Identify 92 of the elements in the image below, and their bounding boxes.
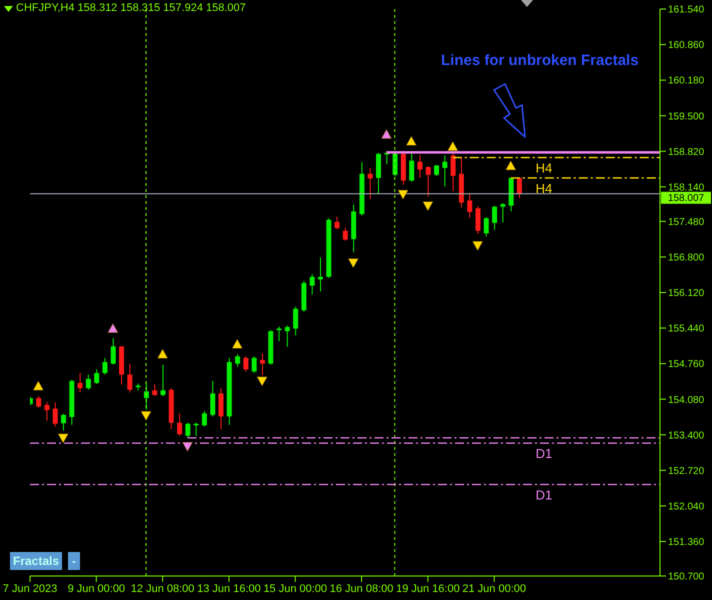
candlestick — [475, 206, 480, 234]
candlestick — [450, 152, 456, 192]
y-tick-label: 159.500 — [668, 111, 705, 122]
point — [348, 258, 359, 268]
point — [182, 442, 193, 452]
point — [398, 190, 408, 200]
point — [108, 323, 118, 333]
candlestick — [409, 150, 414, 182]
candlestick — [426, 166, 431, 198]
series-label: D1 — [536, 446, 552, 462]
candlestick — [392, 152, 398, 177]
candlestick — [110, 338, 116, 366]
x-tick-label: 21 Jun 00:00 — [462, 582, 526, 595]
point — [406, 136, 417, 146]
y-tick-label: 161.540 — [668, 4, 705, 16]
x-tick-label: 7 Jun 2023 — [2, 582, 58, 595]
candlestick — [202, 410, 207, 427]
candlestick — [194, 422, 199, 436]
series-label: H4 — [536, 160, 552, 176]
y-tick-label: 158.140 — [668, 182, 705, 194]
candlestick — [310, 274, 315, 296]
candlestick — [276, 326, 282, 342]
y-tick-label: 154.760 — [668, 359, 705, 370]
candlestick — [61, 413, 66, 432]
candlestick — [44, 401, 50, 422]
point — [33, 380, 44, 390]
candlestick — [334, 216, 340, 230]
candlestick — [284, 324, 290, 348]
candlestick — [52, 402, 58, 427]
y-tick-label: 150.700 — [668, 572, 705, 583]
candlestick — [185, 422, 190, 438]
candlestick — [94, 368, 100, 385]
point — [448, 141, 458, 151]
y-tick-label: 152.040 — [668, 501, 705, 512]
x-tick-label: 15 Jun 00:00 — [263, 582, 328, 595]
y-tick-label: 153.400 — [668, 430, 705, 442]
candlestick — [492, 205, 498, 230]
series-label: D1 — [536, 487, 552, 502]
point — [506, 160, 516, 170]
chart-title: CHFJPY,H4 158.312 158.315 157.924 158.007 — [16, 2, 246, 14]
point — [472, 241, 483, 251]
candlestick — [342, 227, 348, 242]
candlestick — [152, 384, 158, 397]
x-tick-label: 13 Jun 16:00 — [197, 582, 261, 595]
point — [157, 348, 168, 358]
y-tick-label: 157.480 — [668, 216, 705, 228]
candlestick — [243, 356, 248, 372]
candlestick — [252, 356, 257, 374]
point — [140, 411, 152, 421]
y-tick-label: 160.860 — [668, 40, 705, 52]
y-tick-label: 155.440 — [668, 324, 705, 335]
point — [232, 339, 242, 349]
candlestick — [500, 202, 506, 223]
x-tick-label: 19 Jun 16:00 — [396, 582, 460, 595]
ref-line-label: 158.007 — [668, 192, 705, 204]
point — [381, 129, 392, 139]
point — [422, 201, 434, 211]
point — [58, 434, 68, 444]
candlestick — [467, 193, 472, 218]
candlestick — [260, 352, 265, 376]
candlestick — [368, 168, 373, 200]
y-tick-label: 158.820 — [668, 146, 705, 158]
candlestick — [177, 412, 182, 436]
y-tick-label: 156.800 — [668, 252, 705, 264]
annotation: - — [68, 552, 80, 570]
annotation: Lines for unbroken Fractals — [441, 52, 639, 69]
y-tick-label: 152.720 — [668, 466, 705, 477]
y-tick-label: 156.120 — [668, 288, 705, 300]
candlestick — [218, 388, 224, 430]
candlestick — [516, 177, 522, 199]
candlestick — [417, 154, 422, 178]
x-tick-label: 16 Jun 08:00 — [330, 582, 394, 595]
candlestick — [36, 396, 42, 408]
candlestick — [484, 216, 489, 238]
candlestick — [293, 306, 298, 336]
candlestick — [78, 372, 83, 393]
candlestick — [127, 363, 132, 393]
y-tick-label: 154.080 — [668, 394, 705, 406]
candlestick — [210, 380, 216, 417]
point — [256, 376, 268, 386]
x-tick-label: 9 Jun 00:00 — [68, 582, 126, 595]
candlestick — [318, 256, 323, 292]
x-tick-label: 12 Jun 08:00 — [130, 582, 194, 595]
candlestick — [442, 154, 448, 187]
y-tick-label: 151.360 — [668, 537, 705, 548]
candlestick — [102, 357, 108, 376]
candlestick — [235, 354, 240, 368]
y-tick-label: 160.180 — [668, 76, 705, 87]
candlestick — [86, 374, 91, 390]
candlestick — [160, 364, 166, 397]
series-label: H4 — [536, 180, 552, 196]
annotation: Fractals — [10, 552, 62, 570]
